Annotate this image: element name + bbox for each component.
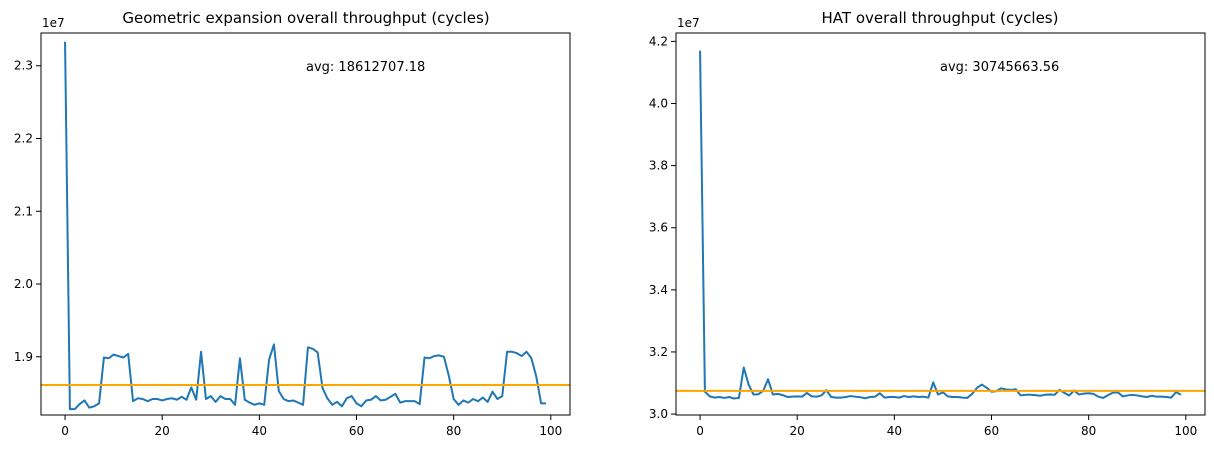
average-annotation: avg: 18612707.18 bbox=[306, 60, 425, 75]
series-line bbox=[64, 41, 546, 411]
chart-title: Geometric expansion overall throughput (… bbox=[122, 9, 489, 27]
y-tick-label: 4.0 bbox=[649, 96, 668, 110]
x-tick-label: 60 bbox=[349, 424, 364, 438]
y-tick-label: 3.4 bbox=[649, 283, 668, 297]
y-tick-label: 2.1 bbox=[14, 204, 33, 218]
plot-area: 0 20 40 60 80 100 1.9 2.0 2.1 2.2 2.3 bbox=[14, 32, 571, 438]
x-tick-label: 40 bbox=[887, 424, 902, 438]
x-tick-label: 80 bbox=[1081, 424, 1096, 438]
x-tick-label: 100 bbox=[1174, 424, 1197, 438]
axes-frame bbox=[40, 32, 571, 416]
chart-hat: HAT overall throughput (cycles) 1e7 avg:… bbox=[649, 9, 1206, 438]
chart-geometric-expansion: Geometric expansion overall throughput (… bbox=[14, 9, 571, 438]
y-tick-label: 2.3 bbox=[14, 59, 33, 73]
x-tick-label: 60 bbox=[984, 424, 999, 438]
y-tick-label: 4.2 bbox=[649, 34, 668, 48]
chart-title: HAT overall throughput (cycles) bbox=[822, 9, 1059, 27]
y-tick-label: 1.9 bbox=[14, 350, 33, 364]
axes-frame bbox=[675, 32, 1206, 416]
x-tick-label: 0 bbox=[61, 424, 69, 438]
x-tick-label: 20 bbox=[790, 424, 805, 438]
y-tick-label: 2.2 bbox=[14, 132, 33, 146]
y-offset-label: 1e7 bbox=[677, 16, 700, 30]
average-annotation: avg: 30745663.56 bbox=[940, 60, 1059, 75]
y-tick-label: 2.0 bbox=[14, 277, 33, 291]
y-tick-label: 3.0 bbox=[649, 407, 668, 421]
plot-area: 0 20 40 60 80 100 3.0 3.2 3.4 3.6 3.8 4.0 4.2 bbox=[649, 32, 1206, 438]
series-line bbox=[699, 50, 1182, 400]
x-tick-label: 100 bbox=[539, 424, 562, 438]
y-tick-label: 3.2 bbox=[649, 345, 668, 359]
y-tick-label: 3.6 bbox=[649, 221, 668, 235]
x-tick-label: 80 bbox=[446, 424, 461, 438]
x-tick-label: 20 bbox=[155, 424, 170, 438]
x-tick-label: 0 bbox=[696, 424, 704, 438]
x-tick-label: 40 bbox=[252, 424, 267, 438]
y-offset-label: 1e7 bbox=[42, 16, 65, 30]
y-tick-label: 3.8 bbox=[649, 159, 668, 173]
